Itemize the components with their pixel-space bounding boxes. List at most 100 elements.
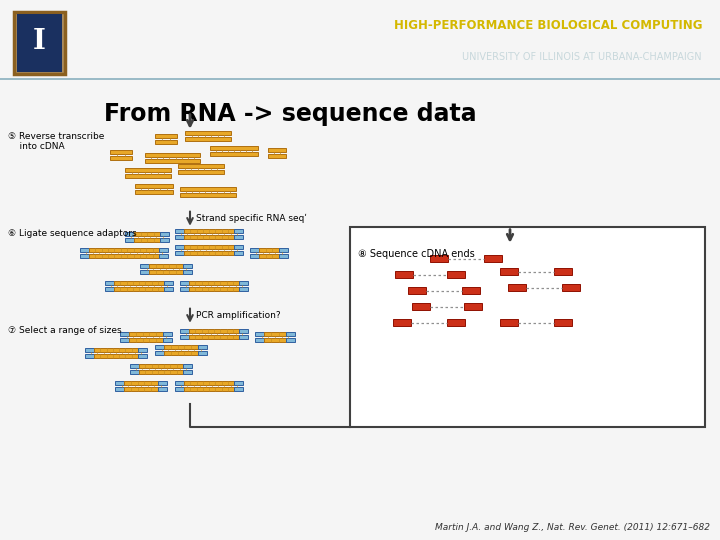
Bar [183,370,192,374]
Bar [145,153,200,157]
Bar [189,287,239,291]
Bar [164,287,173,291]
Bar [125,174,171,178]
Bar [94,348,138,352]
Bar [286,338,295,342]
Bar [508,284,526,292]
Bar [268,154,286,158]
Text: UNIVERSITY OF ILLINOIS AT URBANA-CHAMPAIGN: UNIVERSITY OF ILLINOIS AT URBANA-CHAMPAI… [462,52,702,62]
Bar [180,193,236,197]
Bar [164,350,198,355]
Bar [138,354,147,357]
Bar [160,232,169,235]
Bar [158,387,167,391]
Bar [135,184,173,188]
Bar [159,254,168,258]
Bar [185,131,231,134]
Bar [183,264,192,268]
Bar [120,338,129,342]
Bar [145,159,200,163]
Bar [239,335,248,339]
Bar [189,335,239,339]
Text: Strand specific RNA seqʹ: Strand specific RNA seqʹ [196,214,307,223]
Bar [178,164,224,168]
Bar [180,187,236,191]
Bar [234,387,243,391]
Bar [210,152,258,156]
Bar [500,319,518,327]
Text: From RNA -> sequence data: From RNA -> sequence data [104,102,477,126]
Bar [149,269,183,274]
Text: Martin J.A. and Wang Z., Nat. Rev. Genet. (2011) 12:671–682: Martin J.A. and Wang Z., Nat. Rev. Genet… [435,523,710,532]
Bar [255,338,264,342]
Bar [554,268,572,275]
Bar [175,245,184,249]
Bar [484,255,502,262]
Bar [198,350,207,355]
Bar [158,381,167,384]
Bar [130,370,139,374]
Bar [189,281,239,285]
Bar [175,229,184,233]
Bar [115,387,124,391]
Bar [562,284,580,292]
Bar [189,329,239,333]
Bar [110,150,132,154]
Bar [255,332,264,336]
Bar [264,338,286,342]
Bar [184,381,234,384]
Bar [183,364,192,368]
Bar [18,15,61,71]
Bar [210,146,258,150]
Bar [279,254,288,258]
Bar [184,245,234,249]
Bar [124,381,158,384]
Bar [259,254,279,258]
Bar [234,229,243,233]
Bar [234,381,243,384]
Bar [140,269,149,274]
Bar [155,134,177,138]
Bar [85,348,94,352]
Bar [180,287,189,291]
Bar [184,387,234,391]
Bar [462,287,480,294]
Bar [155,140,177,144]
Bar [184,251,234,255]
Bar [234,235,243,239]
Bar [180,335,189,339]
Bar [185,137,231,141]
Bar [234,251,243,255]
Bar [286,332,295,336]
Bar [175,251,184,255]
Bar [264,332,286,336]
Bar [250,248,259,252]
Text: HIGH-PERFORMANCE BIOLOGICAL COMPUTING: HIGH-PERFORMANCE BIOLOGICAL COMPUTING [394,18,702,32]
Bar [105,287,114,291]
Bar [279,248,288,252]
Bar [89,254,159,258]
Bar [393,319,411,327]
Bar [14,12,65,74]
Bar [120,332,129,336]
Bar [234,245,243,249]
Bar [125,168,171,172]
Bar [395,271,413,279]
Bar [130,364,139,368]
Bar [408,287,426,294]
Bar [250,254,259,258]
Bar [350,227,705,427]
Text: ⑥ Ligate sequence adaptors: ⑥ Ligate sequence adaptors [8,229,137,238]
Bar [80,248,89,252]
Bar [114,281,164,285]
Bar [178,170,224,174]
Bar [149,264,183,268]
Bar [184,229,234,233]
Bar [140,264,149,268]
Bar [134,238,160,242]
Bar [135,190,173,194]
Bar [139,364,183,368]
Bar [124,387,158,391]
Bar [94,354,138,357]
Bar [125,238,134,242]
